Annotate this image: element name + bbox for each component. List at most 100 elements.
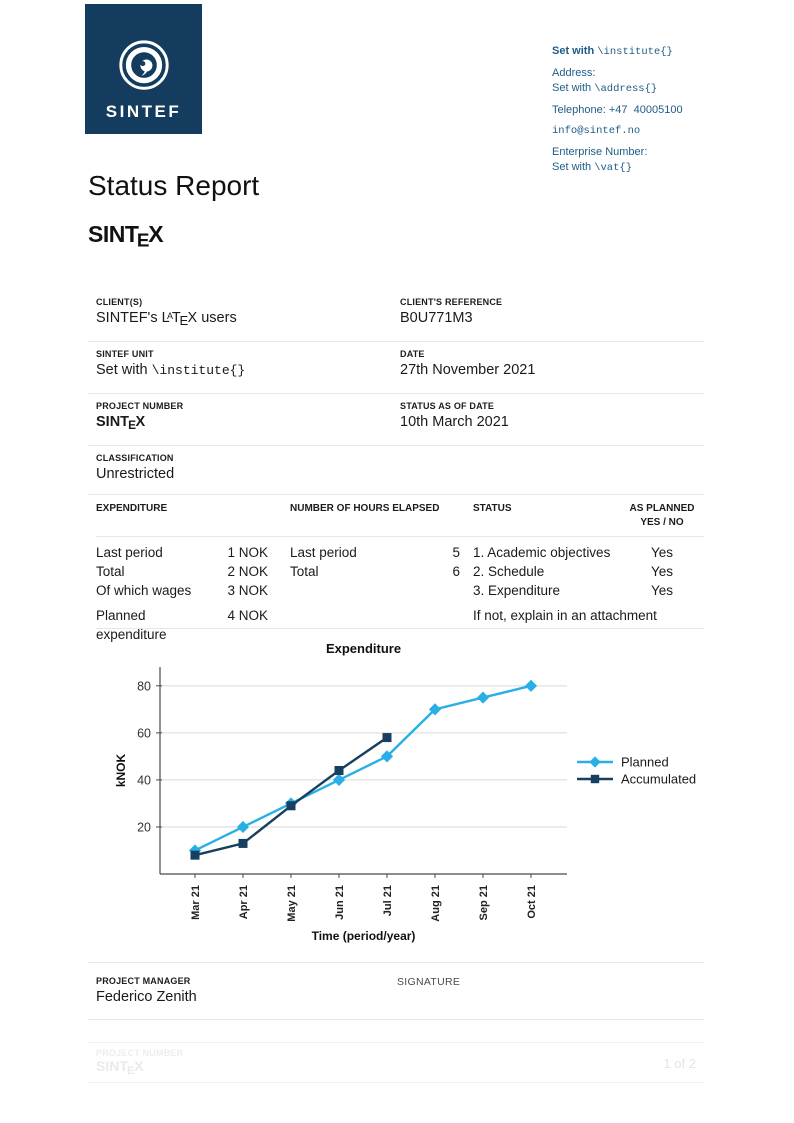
field-unit: SINTEF UNIT Set with \institute{}: [96, 349, 245, 378]
page-indicator: 1 of 2: [663, 1056, 696, 1071]
unit-prefix: Set with: [96, 362, 152, 378]
status-row-label: 1. Academic objectives: [473, 545, 611, 560]
sintef-logo: SINTEF: [85, 4, 202, 134]
field-date: DATE 27th November 2021: [400, 349, 535, 378]
hours-row-label: Last period: [290, 545, 357, 560]
svg-text:Mar 21: Mar 21: [190, 885, 202, 920]
latex-l: L: [161, 310, 170, 326]
expenditure-row-value: 1 NOK: [227, 545, 268, 560]
contact-email: info@sintef.no: [552, 125, 641, 137]
svg-text:Time (period/year): Time (period/year): [312, 929, 416, 943]
date-label: DATE: [400, 349, 425, 359]
contact-address: Address: Set with \address{}: [552, 66, 787, 97]
contact-address-code: \address{}: [594, 83, 658, 95]
hours-row-value: 6: [452, 564, 460, 579]
status-row-answer: Yes: [650, 564, 674, 579]
table-body: Last period 1 NOK Last period 5 1. Acade…: [96, 543, 704, 642]
col-hours: NUMBER OF HOURS ELAPSED: [290, 503, 440, 514]
reference-label: CLIENT'S REFERENCE: [400, 297, 503, 307]
page-footer: PROJECT NUMBER SINTEX 1 of 2: [88, 1042, 704, 1083]
sintex-pre: SINT: [96, 1058, 128, 1074]
classification-label: CLASSIFICATION: [96, 453, 174, 463]
footer-project-number-value: SINTEX: [96, 1058, 144, 1077]
sintex-x: X: [135, 414, 146, 430]
sintex-x: X: [134, 1058, 144, 1074]
clients-suffix: users: [197, 310, 237, 326]
project-manager-value: Federico Zenith: [96, 989, 197, 1005]
contact-institute-code: \institute{}: [597, 46, 673, 58]
sintef-logo-icon: [118, 40, 169, 90]
contact-block: Set with \institute{} Address: Set with …: [552, 44, 787, 182]
unit-label: SINTEF UNIT: [96, 349, 154, 359]
contact-vat-code: \vat{}: [594, 162, 632, 174]
latex-a: A: [167, 310, 173, 321]
expenditure-row-label: Last period: [96, 545, 163, 560]
sintex-pre: SINT: [88, 221, 139, 247]
sintex-dropped-e: E: [126, 1064, 135, 1077]
planned-expenditure-label: Planned expenditure: [96, 608, 167, 642]
status-date-value: 10th March 2021: [400, 414, 509, 430]
signature-label: SIGNATURE: [397, 976, 461, 988]
project-manager-label: PROJECT MANAGER: [96, 976, 191, 986]
unit-value: Set with \institute{}: [96, 362, 245, 378]
expenditure-row-label: Total: [96, 564, 125, 579]
col-as-planned-line1: AS PLANNED: [629, 503, 695, 514]
field-reference: CLIENT'S REFERENCE B0U771M3: [400, 297, 502, 326]
planned-expenditure-value: 4 NOK: [227, 608, 268, 623]
contact-telephone: Telephone: +47 40005100: [552, 104, 683, 116]
field-row-clients: CLIENT(S) SINTEF's LATEX users CLIENT'S …: [88, 297, 704, 342]
footer-project-number-label: PROJECT NUMBER: [96, 1048, 184, 1058]
svg-text:80: 80: [137, 679, 151, 693]
table-header: EXPENDITURE NUMBER OF HOURS ELAPSED STAT…: [96, 498, 704, 537]
col-expenditure: EXPENDITURE: [96, 503, 168, 514]
field-row-classification: CLASSIFICATION Unrestricted: [88, 453, 704, 495]
svg-text:Aug 21: Aug 21: [430, 885, 442, 922]
sintex-x: X: [148, 221, 164, 247]
clients-prefix: SINTEF's: [96, 310, 162, 326]
contact-enterprise-label: Enterprise Number:: [552, 146, 648, 158]
col-as-planned: AS PLANNED YES / NO: [620, 502, 704, 536]
contact-institute-prefix: Set with: [552, 45, 598, 57]
clients-value: SINTEF's LATEX users: [96, 310, 237, 328]
unit-code: \institute{}: [151, 363, 246, 378]
expenditure-row-label: Of which wages: [96, 583, 192, 598]
latex-x: X: [187, 310, 198, 326]
sintex-logo-title: SINTEX: [88, 221, 164, 251]
contact-address-prefix: Set with: [552, 82, 595, 94]
svg-text:60: 60: [137, 726, 151, 740]
expenditure-chart-svg: 20 40 60 80 Mar 21 Apr 21 May 21 Jun 21 Jul 21 Au…: [114, 641, 696, 943]
field-row-project: PROJECT NUMBER SINTEX STATUS AS OF DATE …: [88, 401, 704, 446]
svg-text:Sep 21: Sep 21: [478, 885, 490, 920]
status-row-label: 3. Expenditure: [473, 583, 561, 598]
svg-text:kNOK: kNOK: [114, 753, 128, 787]
sintex-dropped-e: E: [136, 229, 150, 251]
svg-text:Planned: Planned: [621, 755, 669, 770]
contact-address-label: Address:: [552, 67, 596, 79]
svg-text:Jun 21: Jun 21: [334, 885, 346, 920]
expenditure-row-value: 3 NOK: [227, 583, 268, 598]
field-status-date: STATUS AS OF DATE 10th March 2021: [400, 401, 509, 430]
classification-value: Unrestricted: [96, 466, 175, 482]
status-row-answer: Yes: [650, 583, 674, 598]
reference-value: B0U771M3: [400, 310, 473, 326]
field-row-unit: SINTEF UNIT Set with \institute{} DATE 2…: [88, 349, 704, 394]
svg-text:Apr 21: Apr 21: [238, 885, 250, 919]
svg-text:Accumulated: Accumulated: [621, 772, 696, 787]
svg-text:May 21: May 21: [286, 885, 298, 922]
date-value: 27th November 2021: [400, 362, 536, 378]
field-classification: CLASSIFICATION Unrestricted: [96, 453, 174, 482]
svg-text:20: 20: [137, 820, 151, 834]
sintex-pre: SINT: [96, 414, 130, 430]
expenditure-chart: 20 40 60 80 Mar 21 Apr 21 May 21 Jun 21 Jul 21 Au…: [85, 637, 705, 959]
col-as-planned-line2: YES / NO: [640, 517, 684, 528]
contact-institute: Set with \institute{}: [552, 44, 787, 60]
status-row-label: 2. Schedule: [473, 564, 545, 579]
signature-section: PROJECT MANAGER Federico Zenith SIGNATUR…: [88, 962, 704, 1020]
sintef-logo-text: SINTEF: [105, 102, 182, 121]
hours-row-label: Total: [290, 564, 319, 579]
expenditure-row-value: 2 NOK: [227, 564, 268, 579]
col-status: STATUS: [473, 503, 512, 514]
svg-text:Oct 21: Oct 21: [526, 885, 538, 919]
status-date-label: STATUS AS OF DATE: [400, 401, 495, 411]
